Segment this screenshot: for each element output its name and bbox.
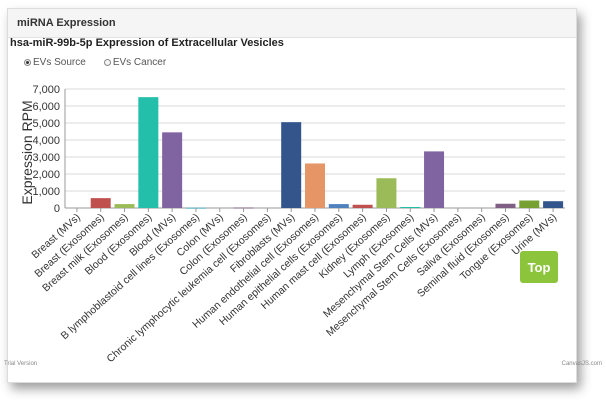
bar <box>400 206 421 208</box>
source-options: EVs Source EVs Cancer <box>24 57 166 68</box>
bar <box>305 163 325 208</box>
y-tick-label: 3,000 <box>32 152 60 164</box>
option-evs-cancer-label: EVs Cancer <box>112 57 167 68</box>
y-tick-label: 5,000 <box>32 118 60 130</box>
option-evs-source-label: EVs Source <box>33 57 86 68</box>
radio-evs-source[interactable] <box>24 59 31 66</box>
y-tick-label: 4,000 <box>32 135 60 147</box>
top-button[interactable]: Top <box>520 251 558 283</box>
y-tick-label: 2,000 <box>32 169 60 181</box>
bar <box>519 200 540 208</box>
bar <box>328 204 349 208</box>
option-evs-cancer[interactable]: EVs Cancer <box>103 57 167 68</box>
chart-card: miRNA Expression <box>7 8 577 383</box>
chart-title: hsa-miR-99b-5p Expression of Extracellul… <box>10 37 284 49</box>
bar <box>233 207 254 209</box>
bar <box>114 204 135 208</box>
bar <box>90 198 111 208</box>
trial-version-label: Trial Version <box>4 361 38 367</box>
option-evs-source[interactable]: EVs Source <box>24 57 86 68</box>
y-tick-label: 1,000 <box>32 186 60 198</box>
bar <box>424 151 445 208</box>
bar <box>352 204 373 208</box>
radio-evs-cancer[interactable] <box>103 59 111 66</box>
y-tick-label: 7,000 <box>32 84 60 96</box>
bar <box>281 122 302 208</box>
bar <box>376 178 397 208</box>
y-tick-label: 0 <box>54 203 60 215</box>
y-axis-title: Expression RPM <box>19 100 35 204</box>
y-tick-label: 6,000 <box>32 101 60 113</box>
bar <box>162 132 183 208</box>
canvasjs-credit: CanvasJS.com <box>561 361 602 367</box>
bar <box>543 201 564 208</box>
card-header: miRNA Expression <box>8 9 576 38</box>
bar <box>495 203 516 208</box>
bar <box>138 97 159 208</box>
